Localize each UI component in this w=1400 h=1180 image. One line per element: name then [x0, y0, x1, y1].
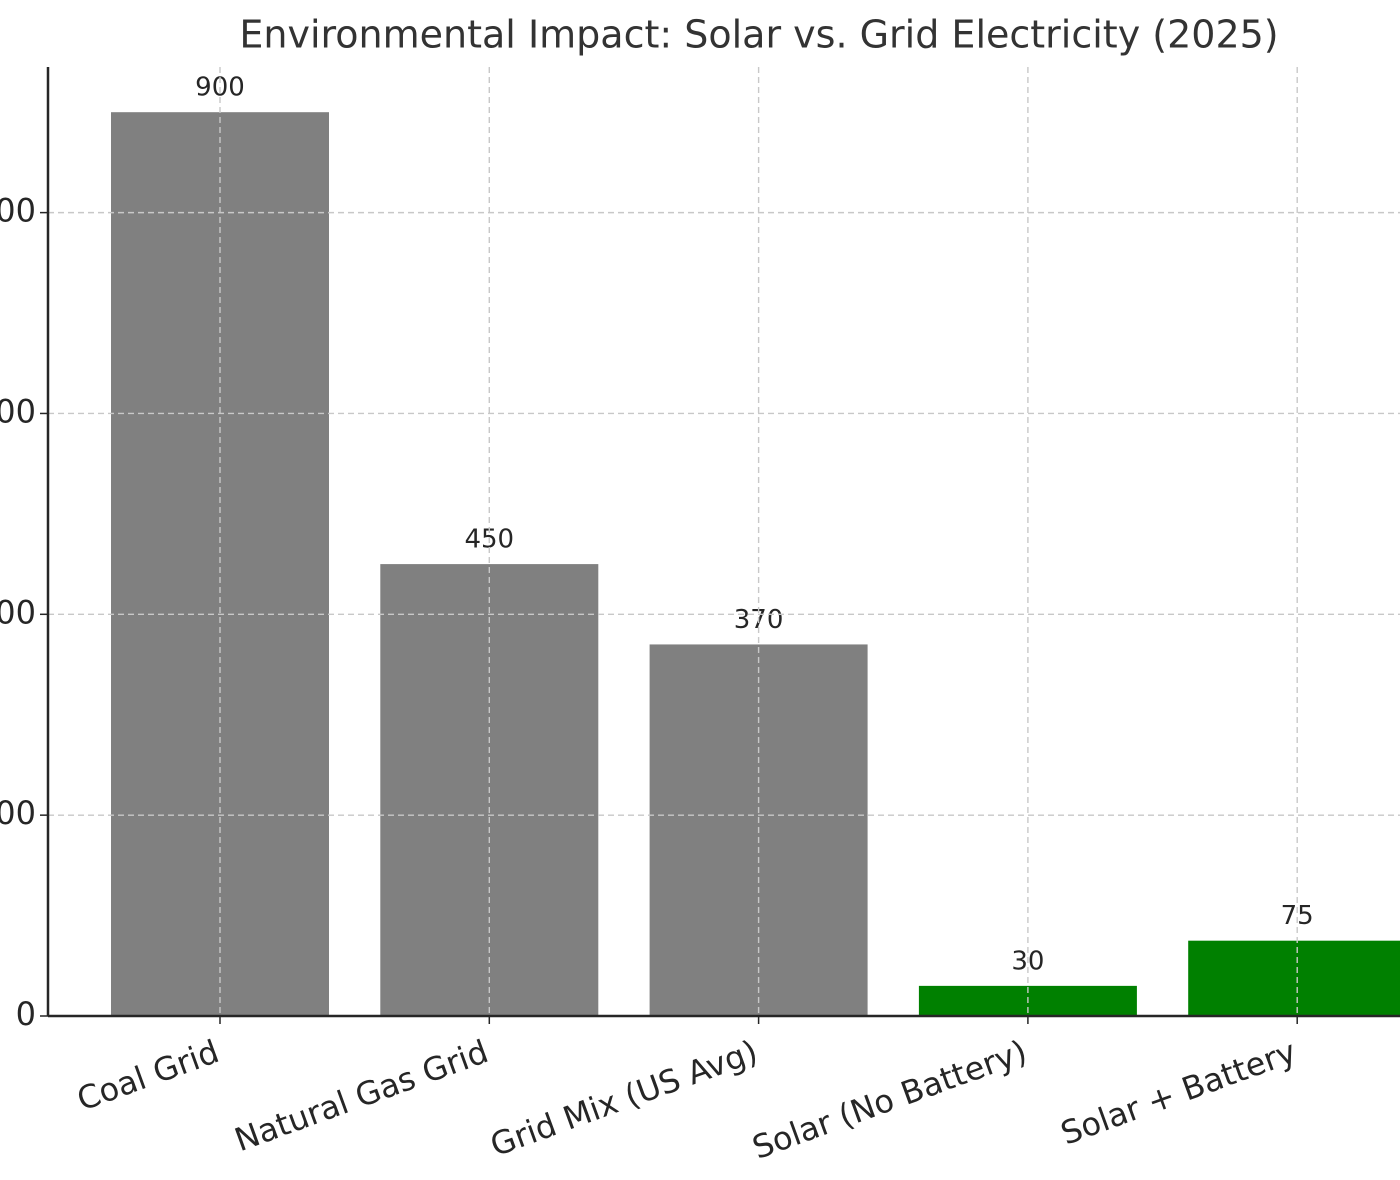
chart-title: Environmental Impact: Solar vs. Grid Ele…: [239, 13, 1278, 57]
x-tick-label: Grid Mix (US Avg): [485, 1032, 762, 1164]
x-tick-label: Solar (No Battery): [747, 1032, 1031, 1166]
value-label: 75: [1281, 901, 1314, 931]
y-tick-label: 400: [0, 593, 36, 631]
y-tick-label: 0: [16, 995, 36, 1033]
x-tick-label: Natural Gas Grid: [230, 1032, 494, 1159]
x-tick-label: Solar + Battery: [1056, 1032, 1301, 1152]
bar: [1188, 940, 1400, 1016]
bars: [111, 112, 1400, 1016]
y-tick-label: 600: [0, 392, 36, 430]
y-tick-label: 200: [0, 794, 36, 832]
y-tick-label: 800: [0, 192, 36, 230]
x-tick-label: Coal Grid: [72, 1032, 224, 1118]
